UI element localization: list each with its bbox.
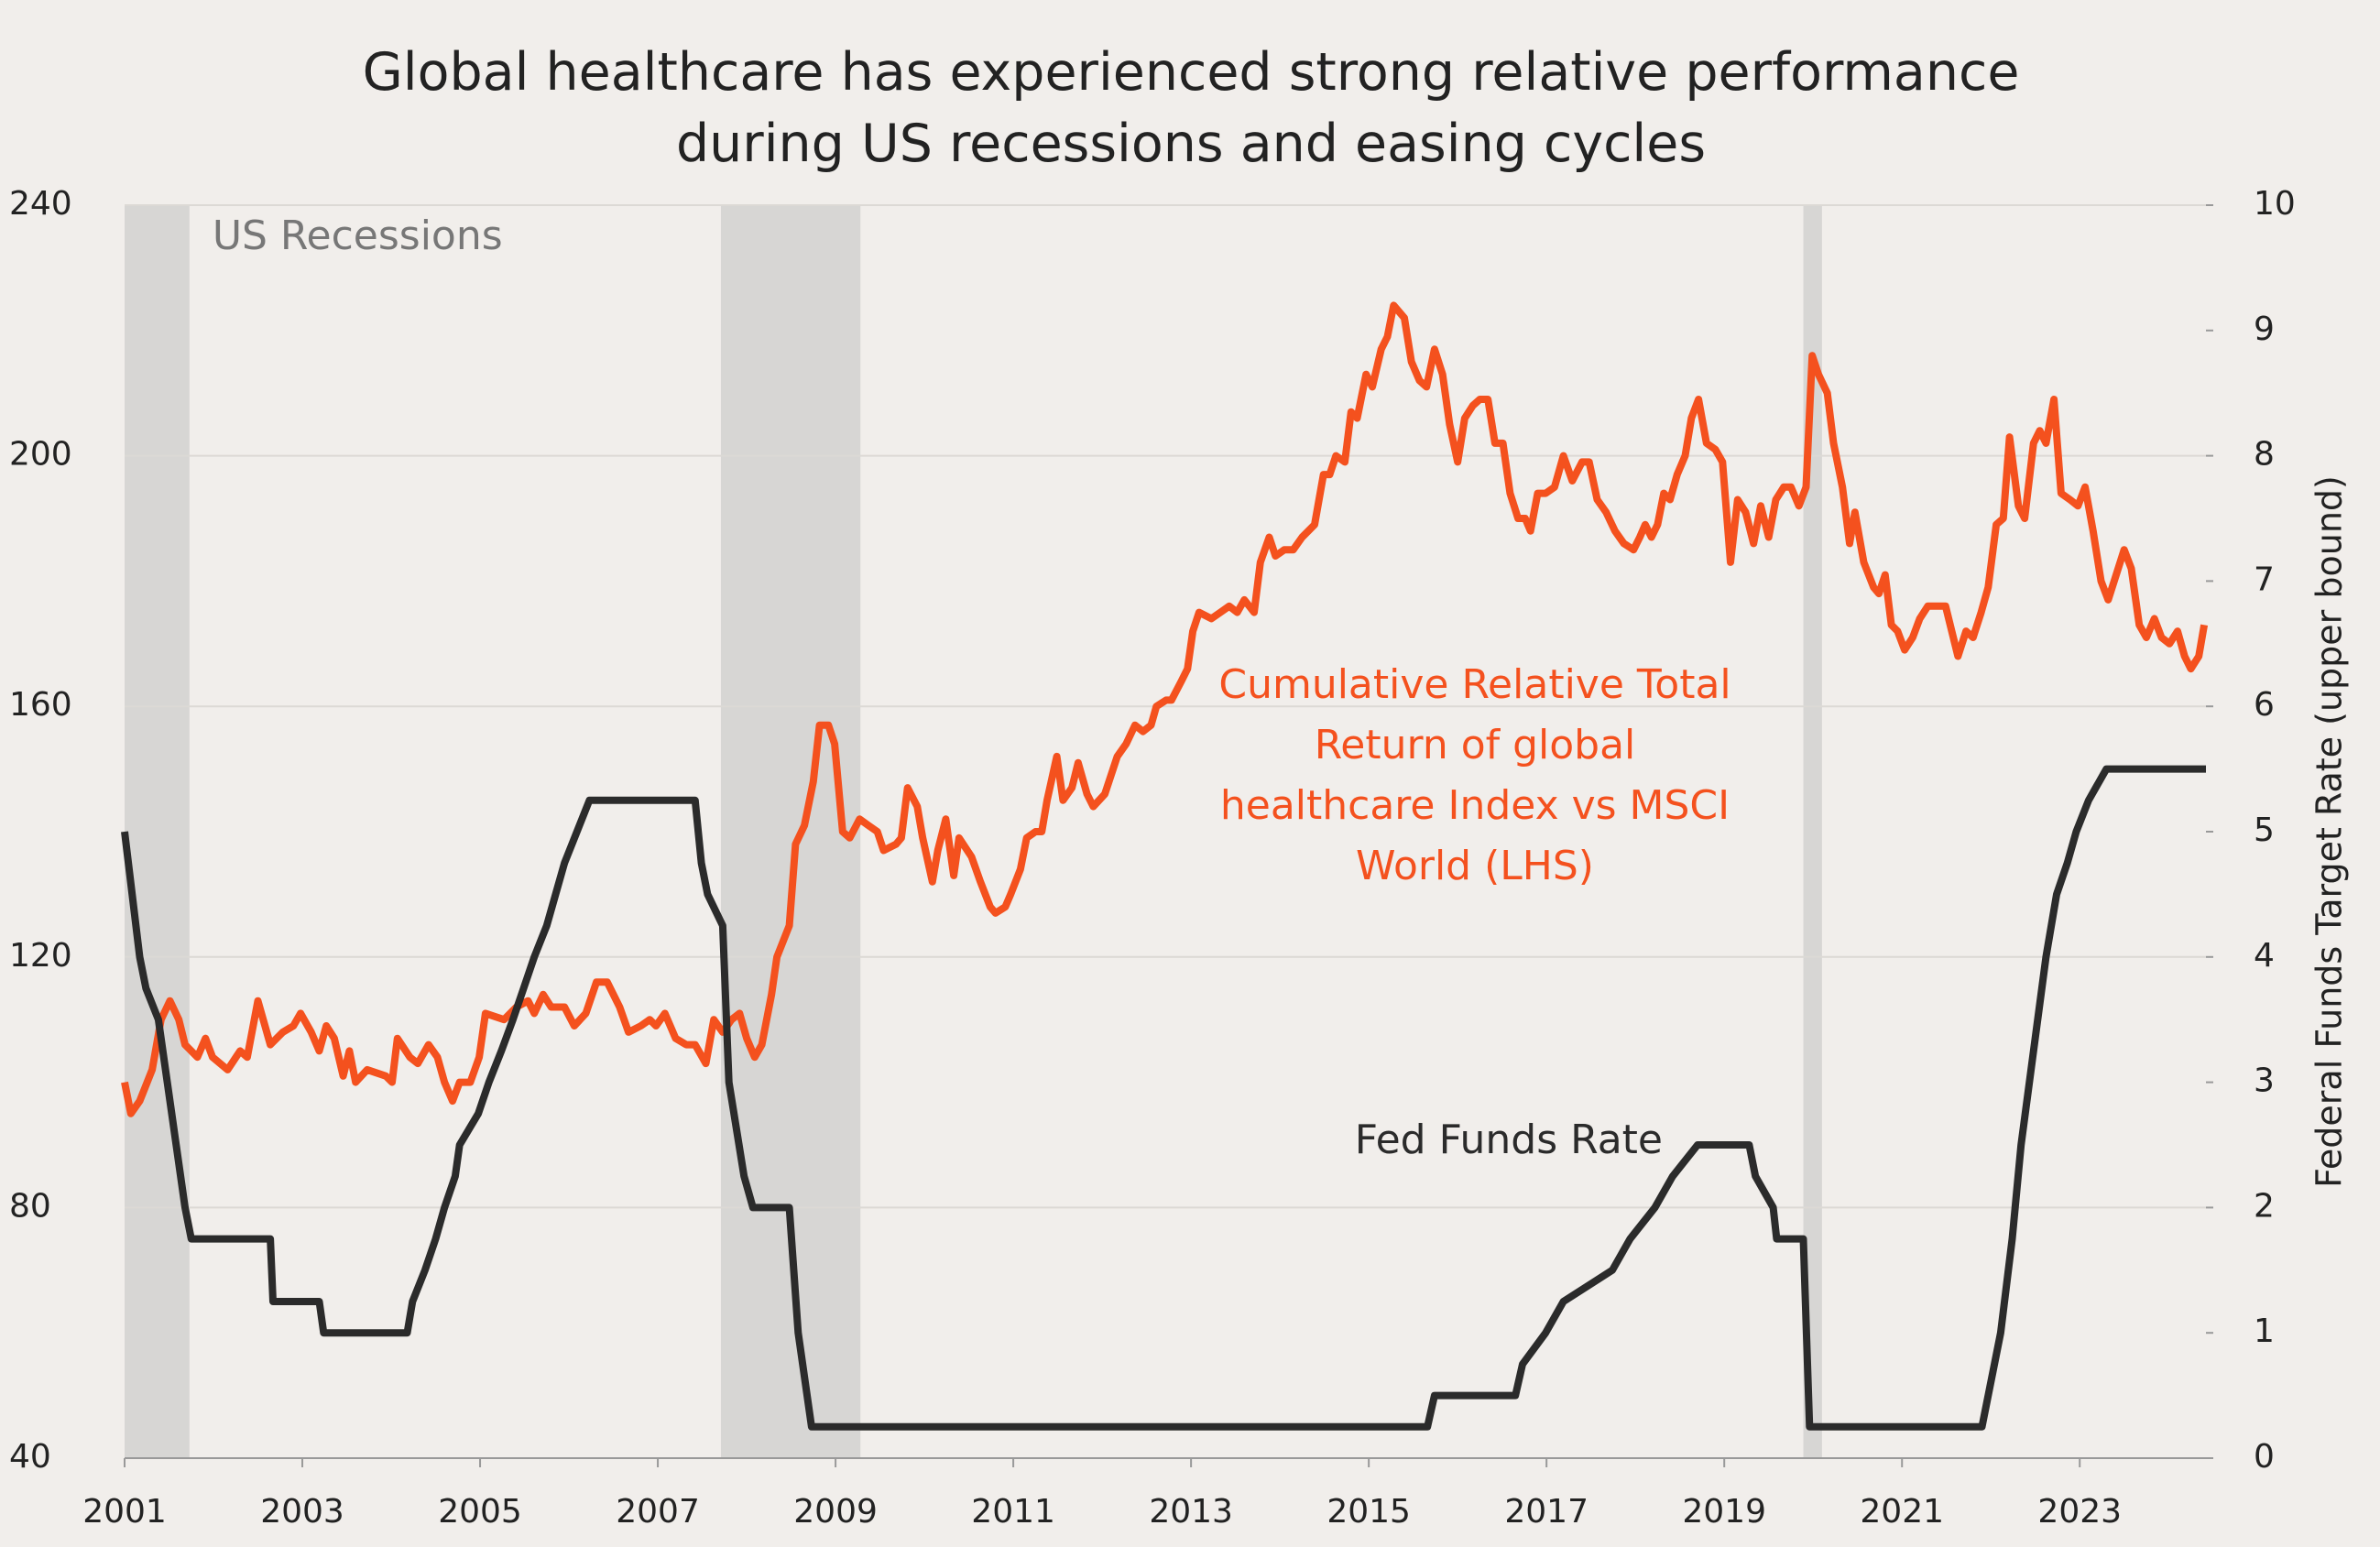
y-tick-label: 40 xyxy=(9,1438,51,1476)
y2-tick-label: 1 xyxy=(2254,1313,2275,1350)
y2-tick-label: 7 xyxy=(2254,561,2275,598)
series-label: Cumulative Relative Total Return of glob… xyxy=(1218,661,1731,889)
y-tick-label: 200 xyxy=(9,436,72,474)
y-tick-label: 120 xyxy=(9,937,72,975)
y-tick-label: 160 xyxy=(9,686,72,724)
y-tick-label: 80 xyxy=(9,1187,51,1225)
y-tick-label: 240 xyxy=(9,185,72,223)
series-line xyxy=(121,765,2206,1431)
x-tick-label: 2015 xyxy=(1326,1493,1411,1531)
y2-tick-label: 3 xyxy=(2254,1062,2275,1100)
recession-band xyxy=(125,205,190,1458)
chart-title: Global healthcare has experienced strong… xyxy=(362,42,2020,174)
series-line xyxy=(121,301,2209,1117)
x-tick-label: 2021 xyxy=(1860,1493,1944,1531)
y2-tick-label: 8 xyxy=(2254,436,2275,474)
y2-tick-label: 5 xyxy=(2254,812,2275,849)
x-tick-label: 2007 xyxy=(616,1493,700,1531)
series-label: Fed Funds Rate xyxy=(1354,1117,1663,1163)
y2-tick-label: 4 xyxy=(2254,937,2275,975)
y2-tick-label: 2 xyxy=(2254,1187,2275,1225)
y2-tick-label: 10 xyxy=(2254,185,2296,223)
x-tick-label: 2011 xyxy=(971,1493,1055,1531)
recession-band xyxy=(1803,205,1822,1458)
x-tick-label: 2013 xyxy=(1149,1493,1233,1531)
y2-tick-label: 9 xyxy=(2254,310,2275,348)
y2-axis-label: Federal Funds Target Rate (upper bound) xyxy=(2309,475,2350,1188)
x-tick-label: 2003 xyxy=(260,1493,344,1531)
y2-tick-label: 0 xyxy=(2254,1438,2275,1476)
recession-label: US Recessions xyxy=(213,212,503,259)
x-tick-label: 2009 xyxy=(793,1493,878,1531)
x-tick-label: 2017 xyxy=(1504,1493,1588,1531)
x-tick-label: 2001 xyxy=(82,1493,167,1531)
x-tick-label: 2019 xyxy=(1682,1493,1766,1531)
x-tick-label: 2005 xyxy=(438,1493,522,1531)
x-tick-label: 2023 xyxy=(2037,1493,2122,1531)
y2-tick-label: 6 xyxy=(2254,686,2275,724)
